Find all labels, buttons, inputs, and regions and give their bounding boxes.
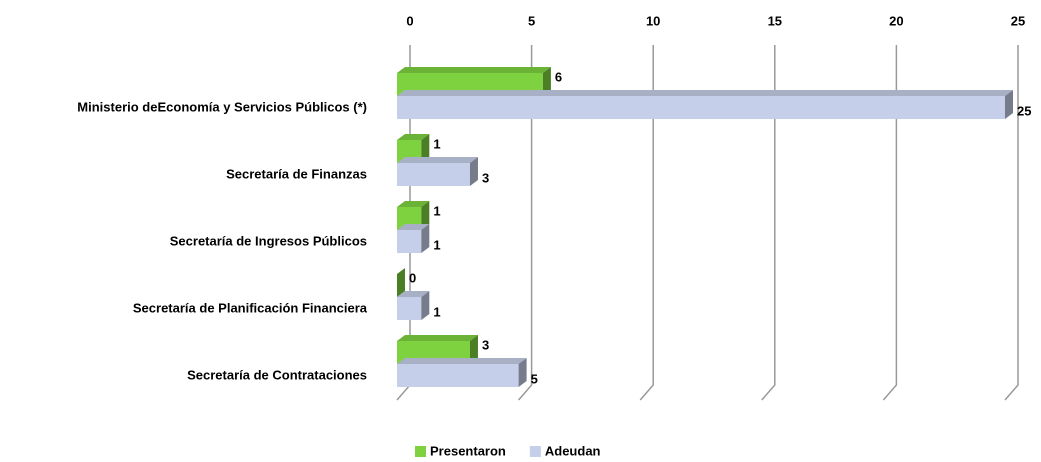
bar-top <box>397 201 430 207</box>
bar <box>397 157 478 186</box>
data-label: 5 <box>531 371 538 386</box>
y-tick-label: Secretaría de Planificación Financiera <box>133 300 368 315</box>
bar-top <box>397 291 430 297</box>
y-tick-label: Secretaría de Ingresos Públicos <box>170 233 367 248</box>
legend-label: Adeudan <box>545 443 601 458</box>
x-tick-label: 10 <box>646 13 660 28</box>
grid-line <box>639 45 654 401</box>
bar-front <box>397 96 1005 119</box>
grid-line <box>518 45 533 401</box>
y-tick-label: Secretaría de Finanzas <box>226 166 367 181</box>
data-label: 0 <box>409 270 416 285</box>
data-label: 25 <box>1017 103 1031 118</box>
bar-side <box>421 201 430 230</box>
x-tick-label: 15 <box>768 13 782 28</box>
bar-side <box>421 134 430 163</box>
bar-side <box>469 157 478 186</box>
bar-top <box>397 157 478 163</box>
grid-line <box>1004 45 1019 401</box>
bar-side <box>421 291 430 320</box>
data-label: 6 <box>555 69 562 84</box>
bar-top <box>397 224 430 230</box>
bar <box>397 268 405 297</box>
bar-top <box>397 90 1013 96</box>
bar-top <box>397 67 551 73</box>
bar <box>397 134 430 163</box>
bar-front <box>397 230 422 253</box>
bar-side <box>421 224 430 253</box>
x-tick-label: 25 <box>1011 13 1025 28</box>
data-label: 1 <box>433 203 440 218</box>
data-label: 1 <box>433 304 440 319</box>
bar-side <box>469 335 478 364</box>
bar-front <box>397 163 470 186</box>
y-tick-label: Ministerio deEconomía y Servicios Públic… <box>77 99 367 114</box>
y-tick-label: Secretaría de Contrataciones <box>187 367 367 382</box>
data-label: 1 <box>433 136 440 151</box>
bar <box>397 224 430 253</box>
x-tick-label: 0 <box>406 13 413 28</box>
x-tick-label: 20 <box>889 13 903 28</box>
legend-label: Presentaron <box>430 443 506 458</box>
data-label: 1 <box>433 237 440 252</box>
bar <box>397 291 430 320</box>
bar-side <box>1005 90 1013 119</box>
data-label: 3 <box>482 337 489 352</box>
legend-swatch <box>529 446 541 457</box>
bar-top <box>397 358 527 364</box>
bar <box>397 201 430 230</box>
bar <box>397 90 1013 119</box>
bar-top <box>397 134 430 140</box>
bar-front <box>397 364 519 387</box>
grid-line <box>882 45 898 401</box>
bar-side <box>542 67 551 96</box>
data-label: 3 <box>482 170 489 185</box>
bar-front <box>397 297 422 320</box>
bar-top <box>397 335 478 341</box>
bar <box>397 358 527 387</box>
bar-side <box>518 358 527 387</box>
x-tick-label: 5 <box>528 13 535 28</box>
grid-line <box>761 45 776 401</box>
bar-side <box>397 268 405 297</box>
legend-swatch <box>415 446 426 457</box>
